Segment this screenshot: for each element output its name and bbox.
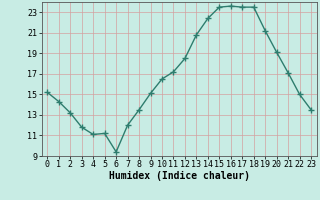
X-axis label: Humidex (Indice chaleur): Humidex (Indice chaleur) — [109, 171, 250, 181]
